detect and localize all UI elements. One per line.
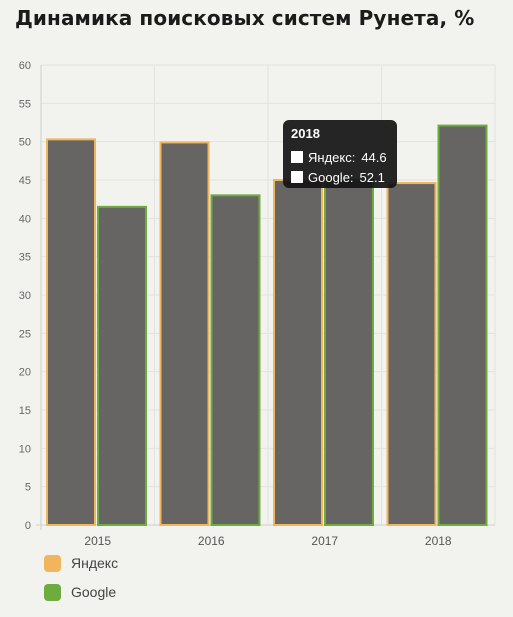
bar-Google-2017 xyxy=(324,179,374,526)
bar-Яндекс-2016 xyxy=(159,141,210,527)
y-tick-label-45: 45 xyxy=(19,175,31,187)
legend-swatch-google xyxy=(44,583,61,601)
y-tick-label-0: 0 xyxy=(25,520,31,532)
tooltip-value-yandex: 44.6 xyxy=(361,149,387,165)
y-tick-label-50: 50 xyxy=(19,137,31,149)
y-tick-label-40: 40 xyxy=(19,213,31,225)
legend-item-google[interactable]: Google xyxy=(44,581,118,603)
tooltip-swatch-google xyxy=(291,171,303,183)
tooltip-label-yandex: Яндекс: xyxy=(308,149,356,165)
x-tick-label-2015: 2015 xyxy=(84,534,111,548)
x-tick-label-2017: 2017 xyxy=(311,534,338,548)
bar-Google-2018 xyxy=(437,124,488,526)
legend-swatch-yandex xyxy=(44,554,61,572)
bar-Яндекс-2015 xyxy=(46,138,96,526)
legend-item-yandex[interactable]: Яндекс xyxy=(44,552,118,574)
chart-title: Динамика поисковых систем Рунета, % xyxy=(15,6,475,30)
y-tick-label-5: 5 xyxy=(25,482,31,494)
legend-label-google: Google xyxy=(71,584,117,600)
y-tick-label-30: 30 xyxy=(19,290,31,302)
bar-Яндекс-2018 xyxy=(386,182,437,526)
y-tick-label-25: 25 xyxy=(19,328,31,340)
bar-Яндекс-2017 xyxy=(273,179,323,526)
tooltip-row-google: Google: 52.1 xyxy=(291,167,389,187)
tooltip-title: 2018 xyxy=(291,126,320,141)
tooltip: 2018 Яндекс: 44.6 Google: 52.1 xyxy=(283,120,397,188)
bar-Google-2016 xyxy=(210,194,261,526)
x-tick-label-2016: 2016 xyxy=(198,534,225,548)
tooltip-label-google: Google: xyxy=(308,169,354,185)
y-tick-label-10: 10 xyxy=(19,443,31,455)
legend: Яндекс Google xyxy=(44,552,118,610)
tooltip-value-google: 52.1 xyxy=(359,169,385,185)
x-tick-label-2018: 2018 xyxy=(425,534,452,548)
legend-label-yandex: Яндекс xyxy=(71,555,119,571)
bar-Google-2015 xyxy=(97,205,147,526)
tooltip-row-yandex: Яндекс: 44.6 xyxy=(291,147,389,167)
y-tick-label-35: 35 xyxy=(19,252,31,264)
y-tick-label-20: 20 xyxy=(19,367,31,379)
y-tick-label-55: 55 xyxy=(19,98,31,110)
y-tick-label-15: 15 xyxy=(19,405,31,417)
y-tick-label-60: 60 xyxy=(19,60,31,72)
tooltip-swatch-yandex xyxy=(291,151,303,163)
